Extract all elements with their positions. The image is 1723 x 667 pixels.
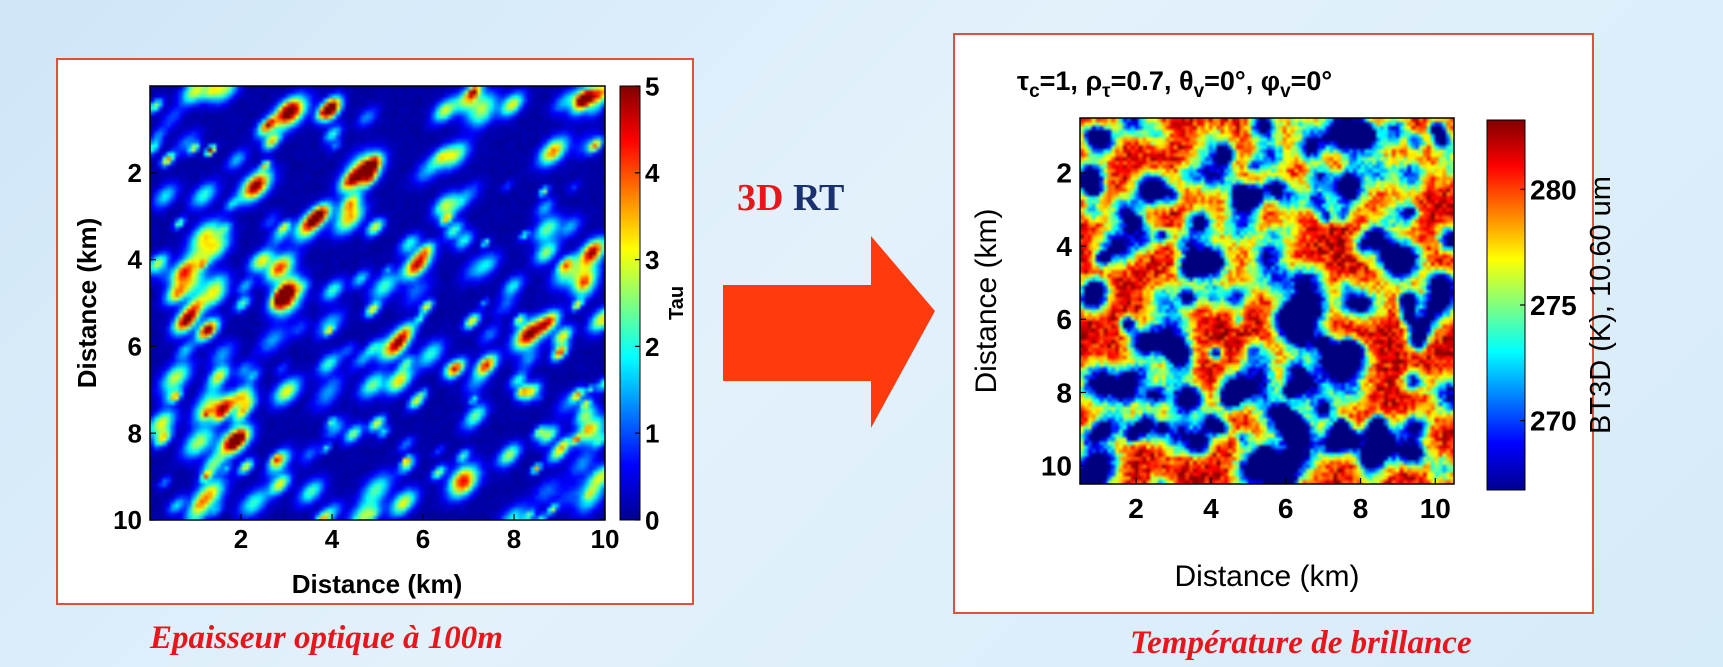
bt-colorbar-label: BT3D (K), 10.60 um: [1585, 176, 1617, 434]
tau-colorbar-label: Tau: [666, 286, 688, 320]
y-tick-label: 4: [1056, 231, 1072, 262]
colorbar-tick-label: 2: [645, 332, 659, 362]
tau-x-ticks: 2 4 6 8 10: [234, 514, 620, 554]
bt-y-ticks: 2 4 6 8 10: [1041, 158, 1086, 482]
rt-text: RT: [792, 177, 845, 219]
x-tick-label: 10: [1420, 493, 1451, 524]
3d-rt-label: 3D RT: [737, 176, 844, 220]
y-tick-label: 2: [128, 158, 142, 188]
colorbar-tick-label: 3: [645, 245, 659, 275]
y-tick-label: 8: [1056, 377, 1072, 408]
tau-colorbar-ticks: 0 1 2 3 4 5: [635, 71, 660, 535]
x-tick-label: 4: [1203, 493, 1219, 524]
tau-colorbar-gradient: [619, 85, 641, 521]
x-tick-label: 6: [1278, 493, 1294, 524]
y-tick-label: 6: [1056, 304, 1072, 335]
bt-colorbar-gradient: [1486, 119, 1526, 491]
y-tick-label: 4: [128, 245, 143, 275]
title-part: v: [1280, 81, 1291, 102]
tau-heatmap: [149, 85, 606, 521]
title-part: τ: [1102, 81, 1111, 102]
x-tick-label: 2: [234, 524, 248, 554]
bt-colorbar: [1486, 119, 1526, 491]
x-tick-label: 6: [416, 524, 430, 554]
title-part: =0.7,: [1111, 66, 1179, 96]
title-part: τ: [1017, 66, 1029, 96]
colorbar-tick-label: 1: [645, 419, 659, 449]
tau-heatmap-frame: [149, 85, 606, 521]
colorbar-tick-label: 0: [645, 505, 659, 535]
title-part: =0°,: [1204, 66, 1261, 96]
bt-heatmap: [1079, 117, 1455, 485]
bt-colorbar-ticks: 270 275 280: [1520, 174, 1577, 437]
x-tick-label: 10: [591, 524, 620, 554]
tau-colorbar: [619, 85, 641, 521]
title-part: c: [1029, 81, 1040, 102]
x-tick-label: 2: [1128, 493, 1144, 524]
bt-x-axis-label: Distance (km): [1174, 560, 1359, 593]
colorbar-tick-label: 5: [645, 71, 659, 101]
y-tick-label: 10: [1041, 451, 1072, 482]
colorbar-tick-label: 275: [1530, 290, 1577, 321]
tau-y-axis-label: Distance (km): [72, 218, 102, 389]
x-tick-label: 8: [1353, 493, 1369, 524]
title-part: θ: [1179, 66, 1194, 96]
title-part: =0°: [1291, 66, 1333, 96]
title-part: v: [1194, 81, 1205, 102]
tau-x-axis-label: Distance (km): [292, 569, 463, 599]
bt-heatmap-image: [1080, 118, 1454, 484]
y-tick-label: 2: [1056, 158, 1072, 189]
optical-depth-caption: Epaisseur optique à 100m: [150, 620, 503, 656]
y-tick-label: 6: [128, 332, 142, 362]
tau-heatmap-image: [150, 86, 605, 520]
3d-text: 3D: [737, 177, 784, 219]
brightness-temperature-caption: Température de brillance: [1130, 625, 1472, 661]
colorbar-tick-label: 280: [1530, 174, 1577, 205]
title-part: φ: [1261, 66, 1280, 96]
bt-heatmap-frame: [1079, 117, 1455, 485]
x-tick-label: 8: [507, 524, 521, 554]
right-arrow: [723, 236, 935, 428]
x-tick-label: 4: [325, 524, 340, 554]
colorbar-tick-label: 4: [645, 158, 660, 188]
bt-chart-title: τc=1, ρτ=0.7, θv=0°, φv=0°: [1017, 66, 1332, 102]
bt-x-ticks: 2 4 6 8 10: [1128, 478, 1451, 524]
y-tick-label: 8: [128, 418, 142, 448]
bt-y-axis-label: Distance (km): [970, 208, 1003, 393]
title-part: =1,: [1040, 66, 1086, 96]
tau-y-ticks: 2 4 6 8 10: [113, 158, 156, 535]
title-part: ρ: [1085, 66, 1102, 96]
colorbar-tick-label: 270: [1530, 406, 1577, 437]
y-tick-label: 10: [113, 505, 142, 535]
